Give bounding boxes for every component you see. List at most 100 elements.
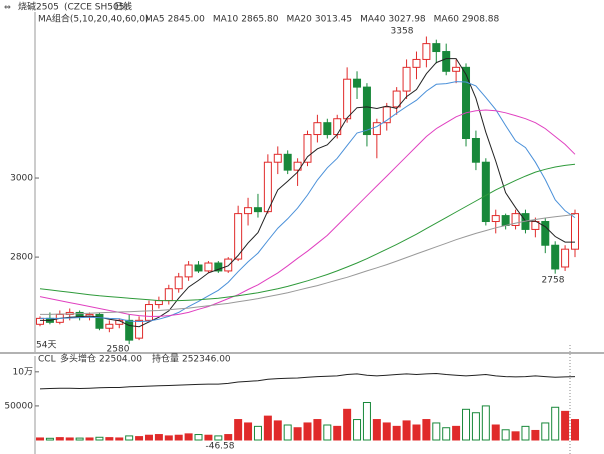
volume-bar — [65, 437, 74, 441]
candle-body — [471, 138, 480, 163]
volume-bar — [313, 419, 322, 441]
volume-bar — [283, 424, 292, 441]
volume-bar — [432, 422, 441, 441]
candle-body — [353, 78, 362, 88]
volume-bar — [452, 425, 461, 441]
candle-body — [125, 319, 134, 341]
volume-bar — [333, 425, 342, 441]
candle-body — [244, 207, 253, 215]
volume-bar — [303, 422, 312, 441]
lower-legend-name: 多头增仓 — [60, 353, 96, 365]
candle-body — [204, 262, 213, 272]
volume-bar — [521, 425, 530, 441]
ma-line — [39, 109, 576, 317]
volume-bar — [422, 419, 431, 441]
candle-body — [382, 106, 391, 124]
volume-bar — [115, 437, 124, 441]
volume-bar — [36, 437, 44, 441]
legend-value: 2845.00 — [168, 15, 205, 25]
annotation: 3358 — [391, 27, 414, 37]
candle-body — [343, 78, 352, 120]
candle-body — [412, 58, 421, 68]
volume-bar — [75, 437, 84, 441]
annotation: 54天 — [36, 341, 56, 351]
volume-bar — [125, 435, 134, 441]
candle-body — [452, 66, 461, 72]
volume-bar — [164, 435, 173, 441]
candle-body — [105, 323, 114, 329]
nav-icon[interactable]: ⇔ — [4, 3, 11, 12]
volume-bar — [234, 419, 243, 441]
candle-body — [313, 122, 322, 136]
annotation: 2580 — [107, 345, 130, 355]
volume-bar — [144, 434, 153, 441]
candle-body — [571, 213, 579, 250]
legend-name: MA40 — [360, 15, 386, 25]
volume-bar — [244, 422, 253, 441]
subtitle: (CZCE SH505) — [64, 3, 128, 13]
volume-bar — [561, 410, 570, 441]
candle-body — [422, 43, 431, 60]
candle-body — [263, 161, 272, 213]
candle-body — [36, 317, 44, 325]
volume-bar — [55, 437, 64, 441]
volume-bar — [323, 424, 332, 441]
volume-bar — [402, 420, 411, 441]
candle-body — [234, 213, 243, 260]
volume-bar — [135, 436, 144, 441]
ma-line — [40, 58, 575, 328]
candle-body — [362, 86, 371, 136]
candle-body — [333, 118, 342, 136]
candle-body — [224, 258, 233, 272]
volume-bar — [293, 427, 302, 441]
candle-body — [402, 66, 411, 92]
lower-legend-name: 持仓量 — [152, 353, 179, 365]
volume-bar — [551, 406, 560, 441]
volume-bar — [481, 405, 490, 441]
volume-bar — [105, 437, 114, 441]
candle-body — [372, 122, 381, 136]
legend-value: 2865.80 — [241, 15, 278, 25]
volume-bar — [224, 434, 233, 441]
candle-body — [283, 153, 292, 171]
volume-bar — [501, 429, 510, 441]
candle-body — [323, 122, 332, 136]
lower-indicator: CCL — [38, 355, 56, 365]
candle-body — [303, 134, 312, 163]
period[interactable]: 日线 — [114, 1, 132, 13]
volume-bar — [263, 415, 272, 441]
legend-name: MA10 — [213, 15, 239, 25]
candle-body — [214, 262, 223, 272]
candle-body — [95, 313, 104, 329]
lower-y-tick-label: 50000 — [4, 401, 33, 411]
lower-y-tick-label: 10万 — [13, 367, 33, 377]
candle-body — [392, 90, 401, 108]
candle-body — [253, 207, 262, 213]
candle-body — [462, 66, 471, 140]
volume-bar — [541, 422, 550, 441]
volume-bar — [45, 437, 54, 441]
candle-body — [164, 288, 173, 302]
lower-annotation: -46.58 — [205, 442, 234, 452]
legend-value: 3013.45 — [315, 15, 352, 25]
candle-body — [442, 51, 451, 72]
volume-bar — [95, 436, 104, 441]
candle-body — [561, 248, 570, 268]
ma-line — [40, 81, 576, 323]
candle-body — [174, 276, 183, 290]
open-interest-line — [39, 372, 576, 390]
volume-bar — [442, 427, 451, 441]
candle-body — [194, 264, 203, 272]
candle-body — [135, 319, 144, 339]
volume-bar — [382, 422, 391, 441]
y-tick-label: 3000 — [10, 174, 33, 184]
legend-name: MA60 — [434, 15, 460, 25]
volume-bar — [412, 424, 421, 441]
candle-body — [511, 213, 520, 226]
volume-bar — [194, 434, 203, 441]
legend-name: MA5 — [145, 15, 165, 25]
candle-body — [491, 215, 500, 223]
ma-group: MA组合(5,10,20,40,60,0) — [38, 13, 149, 25]
lower-legend-value: 252346.00 — [182, 355, 231, 365]
